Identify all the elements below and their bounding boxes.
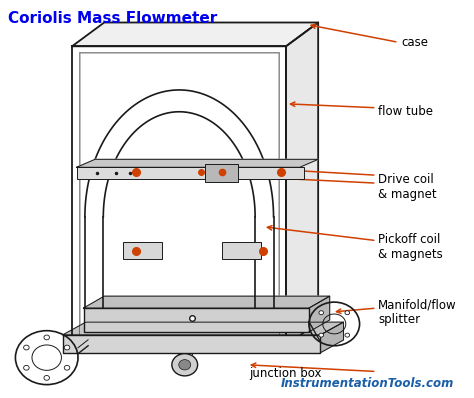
FancyBboxPatch shape: [83, 308, 309, 332]
Circle shape: [319, 333, 324, 337]
Circle shape: [64, 365, 70, 370]
Circle shape: [345, 333, 350, 337]
Circle shape: [179, 360, 191, 370]
FancyBboxPatch shape: [123, 242, 162, 259]
FancyBboxPatch shape: [63, 335, 320, 353]
FancyBboxPatch shape: [221, 242, 261, 259]
Text: flow tube: flow tube: [378, 105, 433, 118]
Polygon shape: [77, 159, 318, 167]
FancyBboxPatch shape: [77, 167, 304, 179]
Polygon shape: [320, 322, 344, 353]
Circle shape: [44, 375, 49, 380]
Text: Manifold/flow
splitter: Manifold/flow splitter: [378, 298, 456, 326]
Text: case: case: [401, 36, 428, 49]
Circle shape: [319, 311, 324, 315]
Circle shape: [64, 345, 70, 350]
Text: junction box: junction box: [249, 367, 322, 380]
Polygon shape: [83, 296, 330, 308]
Polygon shape: [309, 296, 330, 332]
Circle shape: [345, 311, 350, 315]
Polygon shape: [63, 322, 344, 335]
Circle shape: [44, 335, 49, 340]
Polygon shape: [72, 23, 318, 46]
Circle shape: [172, 354, 198, 376]
Circle shape: [24, 345, 29, 350]
Text: Drive coil
& magnet: Drive coil & magnet: [378, 173, 437, 201]
Text: Pickoff coil
& magnets: Pickoff coil & magnets: [378, 232, 443, 261]
FancyBboxPatch shape: [205, 164, 237, 182]
Circle shape: [24, 365, 29, 370]
Text: InstrumentationTools.com: InstrumentationTools.com: [281, 377, 454, 390]
Polygon shape: [286, 23, 318, 346]
Text: Coriolis Mass Flowmeter: Coriolis Mass Flowmeter: [8, 11, 217, 25]
